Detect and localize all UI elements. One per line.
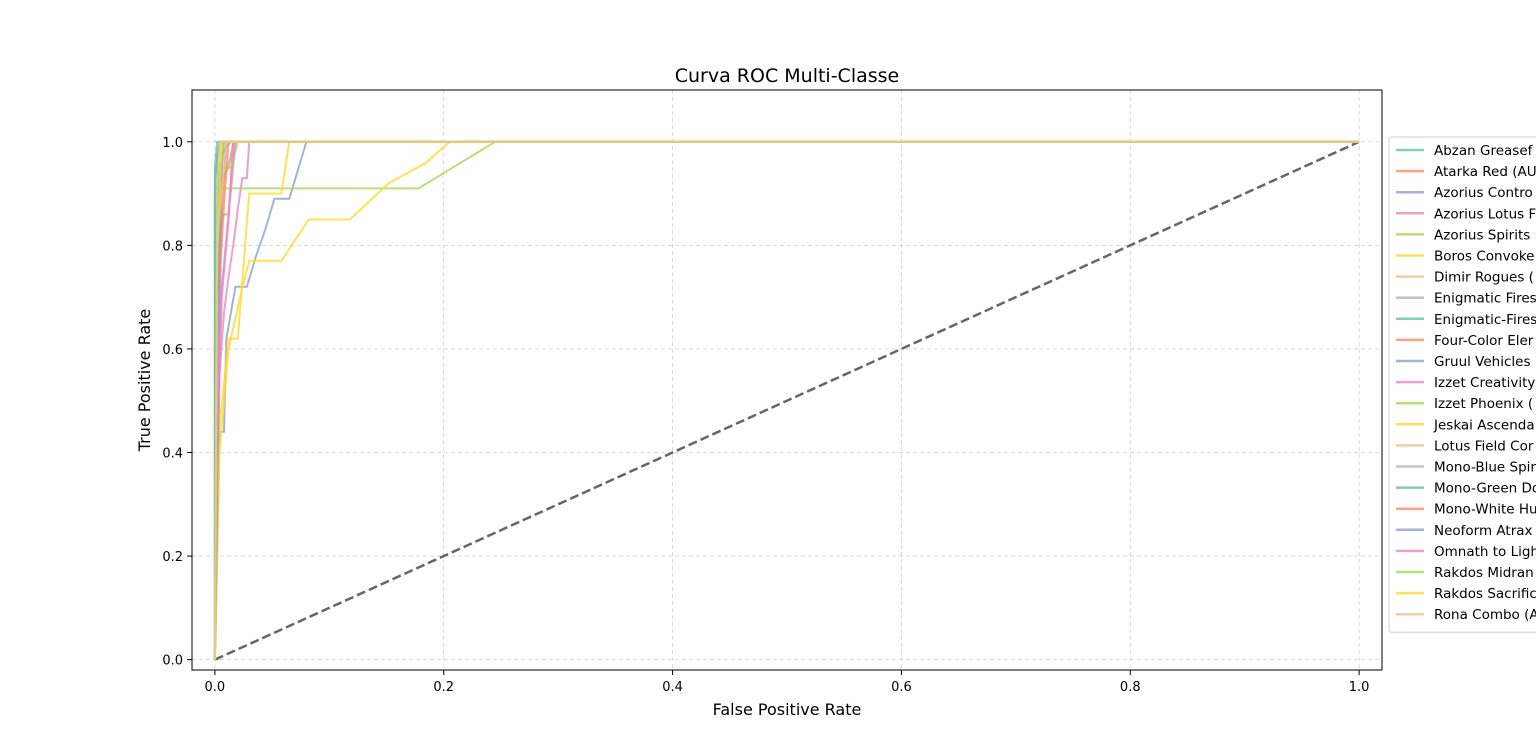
legend-label: Mono-Blue Spir [1434,460,1536,476]
roc-curve-line [213,140,1360,660]
x-tick-label: 0.8 [1120,680,1141,695]
legend-label: Gruul Vehicles [1434,354,1530,370]
legend-label: Abzan Greasef [1434,143,1534,159]
legend-label: Mono-Green Do [1434,481,1536,497]
legend-label: Lotus Field Cor [1434,438,1534,454]
legend-label: Rona Combo (A [1434,607,1536,623]
x-tick-label: 1.0 [1349,680,1370,695]
y-tick-label: 0.8 [162,239,183,254]
y-tick-label: 1.0 [162,136,183,151]
axis-ticks: 0.0 0.2 0.4 0.6 0.8 1.0 0.0 0.2 0.4 0.6 0.8 1.0 [162,136,1369,695]
x-tick-label: 0.6 [891,680,912,695]
x-tick-label: 0.0 [205,680,226,695]
plot-area-frame [191,89,1383,671]
legend-label: Azorius Spirits [1434,227,1530,243]
diagonal-line [214,140,1360,661]
y-tick-label: 0.4 [162,447,183,462]
legend-label: Azorius Lotus F [1434,206,1536,222]
y-tick-label: 0.0 [162,654,183,669]
roc-curve-line [213,140,1360,660]
y-axis-label: True Positive Rate [135,309,154,453]
y-tick-label: 0.6 [162,343,183,358]
legend-label: Enigmatic-Fires [1434,312,1536,328]
legend-box [1388,136,1536,633]
diagonal-reference [214,140,1360,661]
x-tick-label: 0.4 [662,680,683,695]
x-tick-label: 0.2 [433,680,454,695]
legend-label: Rakdos Sacrific [1434,586,1536,602]
legend: Abzan Greasef Atarka Red (AU Azorius Contr… [1388,136,1536,633]
grid-lines [192,90,1382,670]
legend-label: Four-Color Eler [1434,333,1534,349]
legend-label: Rakdos Midran [1434,565,1534,581]
legend-label: Boros Convoke [1434,249,1535,265]
legend-label: Izzet Phoenix ( [1434,396,1533,412]
roc-curves [213,140,1360,660]
legend-label: Neoform Atrax [1434,523,1533,539]
y-tick-label: 0.2 [162,550,183,565]
legend-label: Azorius Contro [1434,185,1533,201]
legend-label: Mono-White Hu [1434,502,1536,518]
chart-title: Curva ROC Multi-Classe [675,65,899,87]
legend-label: Jeskai Ascenda [1433,417,1535,433]
legend-label: Dimir Rogues ( [1434,270,1534,286]
legend-label: Izzet Creativity [1434,375,1535,391]
legend-label: Enigmatic Fires [1434,291,1536,307]
x-axis-label: False Positive Rate [713,700,862,719]
legend-label: Omnath to Ligh [1434,544,1536,560]
roc-curve-line [213,140,1360,660]
legend-label: Atarka Red (AU [1434,164,1536,180]
